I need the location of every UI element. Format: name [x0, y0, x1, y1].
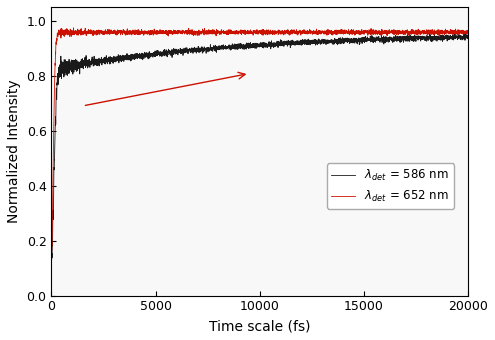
$\lambda_{det}$ = 586 nm [351, 37, 357, 41]
$\lambda_{det}$ = 652 nm [49, 260, 54, 264]
$\lambda_{det}$ = 586 nm [463, 31, 469, 35]
Line: $\lambda_{det}$ = 652 nm: $\lambda_{det}$ = 652 nm [51, 28, 468, 262]
$\lambda_{det}$ = 652 nm [351, 29, 357, 33]
$\lambda_{det}$ = 586 nm [49, 260, 54, 265]
Y-axis label: Normalized Intensity: Normalized Intensity [7, 80, 21, 223]
X-axis label: Time scale (fs): Time scale (fs) [209, 319, 310, 333]
$\lambda_{det}$ = 652 nm [465, 31, 471, 35]
$\lambda_{det}$ = 586 nm [223, 45, 229, 49]
$\lambda_{det}$ = 586 nm [247, 46, 252, 50]
$\lambda_{det}$ = 652 nm [432, 33, 438, 37]
Line: $\lambda_{det}$ = 586 nm: $\lambda_{det}$ = 586 nm [51, 33, 468, 262]
$\lambda_{det}$ = 652 nm [224, 29, 230, 33]
$\lambda_{det}$ = 586 nm [452, 37, 458, 41]
Legend: $\lambda_{det}$ = 586 nm, $\lambda_{det}$ = 652 nm: $\lambda_{det}$ = 586 nm, $\lambda_{det}… [327, 163, 454, 209]
$\lambda_{det}$ = 652 nm [247, 30, 252, 34]
$\lambda_{det}$ = 586 nm [227, 45, 233, 49]
$\lambda_{det}$ = 586 nm [432, 33, 438, 37]
$\lambda_{det}$ = 652 nm [452, 29, 458, 33]
$\lambda_{det}$ = 652 nm [71, 26, 77, 30]
$\lambda_{det}$ = 586 nm [465, 34, 471, 38]
$\lambda_{det}$ = 652 nm [227, 30, 233, 34]
